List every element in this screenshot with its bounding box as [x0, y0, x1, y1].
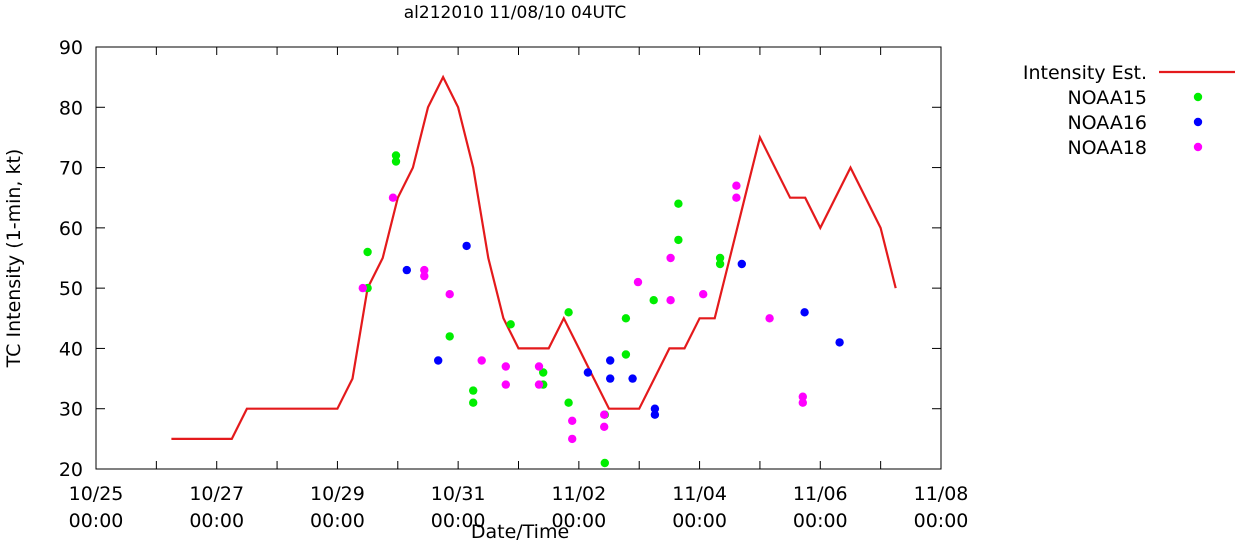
point-noaa16: [628, 374, 637, 383]
point-noaa18: [568, 416, 577, 425]
point-noaa16: [606, 374, 615, 383]
point-noaa18: [534, 362, 544, 371]
point-noaa15: [621, 314, 631, 323]
legend-point-swatch: [1193, 117, 1203, 127]
x-tick-label: 00:00: [672, 510, 727, 532]
x-tick-label: 10/27: [189, 483, 244, 505]
x-tick-label: 00:00: [189, 510, 244, 532]
y-tick-label: 50: [59, 278, 83, 300]
x-tick-label: 00:00: [551, 510, 606, 532]
point-noaa15: [600, 458, 609, 468]
point-noaa18: [765, 314, 774, 323]
point-noaa16: [583, 368, 593, 377]
y-tick-label: 90: [59, 37, 83, 59]
point-noaa16: [800, 308, 809, 317]
point-noaa16: [402, 265, 411, 275]
legend-label: NOAA18: [1067, 137, 1147, 159]
x-tick-label: 00:00: [431, 510, 486, 532]
point-noaa15: [564, 398, 573, 407]
x-tick-label: 11/08: [914, 483, 969, 505]
point-noaa16: [737, 259, 746, 269]
x-tick-label: 00:00: [310, 510, 365, 532]
point-noaa18: [501, 380, 510, 389]
x-tick-label: 00:00: [793, 510, 848, 532]
point-noaa16: [835, 338, 844, 347]
x-tick-label: 10/25: [69, 483, 124, 505]
x-tick-label: 00:00: [914, 510, 969, 532]
legend-label: NOAA15: [1067, 87, 1147, 109]
x-tick-label: 11/02: [551, 483, 606, 505]
legend-label: NOAA16: [1067, 112, 1147, 134]
point-noaa15: [506, 320, 515, 329]
point-noaa16: [434, 356, 443, 365]
point-noaa15: [715, 253, 725, 263]
y-tick-label: 30: [59, 399, 83, 421]
point-noaa18: [477, 356, 486, 365]
point-noaa15: [674, 199, 683, 208]
point-noaa18: [600, 422, 609, 431]
point-noaa18: [600, 410, 609, 419]
x-tick-label: 11/04: [672, 483, 727, 505]
y-tick-label: 40: [59, 338, 83, 360]
point-noaa18: [534, 380, 544, 389]
point-noaa18: [420, 265, 429, 275]
point-noaa15: [564, 308, 573, 317]
point-noaa15: [391, 151, 401, 160]
point-noaa18: [568, 434, 577, 444]
point-noaa16: [606, 356, 615, 365]
legend-label: Intensity Est.: [1023, 62, 1147, 84]
legend-point-swatch: [1193, 92, 1203, 102]
point-noaa15: [469, 386, 478, 395]
point-noaa18: [358, 283, 367, 293]
x-axis-label: Date/Time: [471, 521, 569, 540]
point-noaa18: [666, 253, 675, 263]
y-tick-label: 20: [59, 459, 83, 481]
point-noaa15: [445, 332, 454, 341]
point-noaa18: [732, 181, 741, 190]
y-tick-label: 60: [59, 218, 83, 240]
point-noaa18: [666, 296, 675, 305]
point-noaa18: [420, 271, 429, 281]
point-noaa16: [650, 410, 660, 419]
point-noaa18: [388, 193, 398, 202]
point-noaa15: [391, 157, 401, 166]
point-noaa18: [445, 290, 454, 299]
plot-area: 20 30 40 50 60 70 80 90 10/25 00:00 10/27 00:00 10/2…: [59, 37, 969, 532]
y-axis-label: TC Intensity (1-min, kt): [3, 149, 25, 369]
point-noaa18: [798, 398, 807, 407]
x-tick-label: 11/06: [793, 483, 848, 505]
point-noaa15: [539, 368, 548, 377]
point-noaa18: [798, 392, 807, 401]
point-noaa15: [469, 398, 478, 407]
point-noaa16: [650, 404, 660, 413]
x-tick-label: 10/29: [310, 483, 365, 505]
chart-title: al212010 11/08/10 04UTC: [404, 3, 627, 23]
point-noaa15: [621, 350, 631, 359]
point-noaa15: [649, 296, 658, 305]
legend: Intensity Est. NOAA15 NOAA16 NOAA18: [1023, 62, 1235, 159]
point-noaa16: [462, 241, 471, 251]
point-noaa18: [633, 277, 643, 287]
x-tick-label: 00:00: [69, 510, 124, 532]
y-tick-label: 70: [59, 158, 83, 180]
y-tick-label: 80: [59, 97, 83, 119]
point-noaa18: [501, 362, 510, 371]
plot-frame: [95, 46, 942, 470]
point-noaa18: [699, 290, 708, 299]
point-noaa15: [674, 235, 683, 245]
x-tick-label: 10/31: [431, 483, 486, 505]
series-line-intensity-est: [171, 74, 897, 440]
point-noaa18: [732, 193, 741, 202]
point-noaa15: [363, 247, 372, 257]
point-noaa15: [715, 259, 725, 269]
legend-point-swatch: [1193, 142, 1203, 152]
